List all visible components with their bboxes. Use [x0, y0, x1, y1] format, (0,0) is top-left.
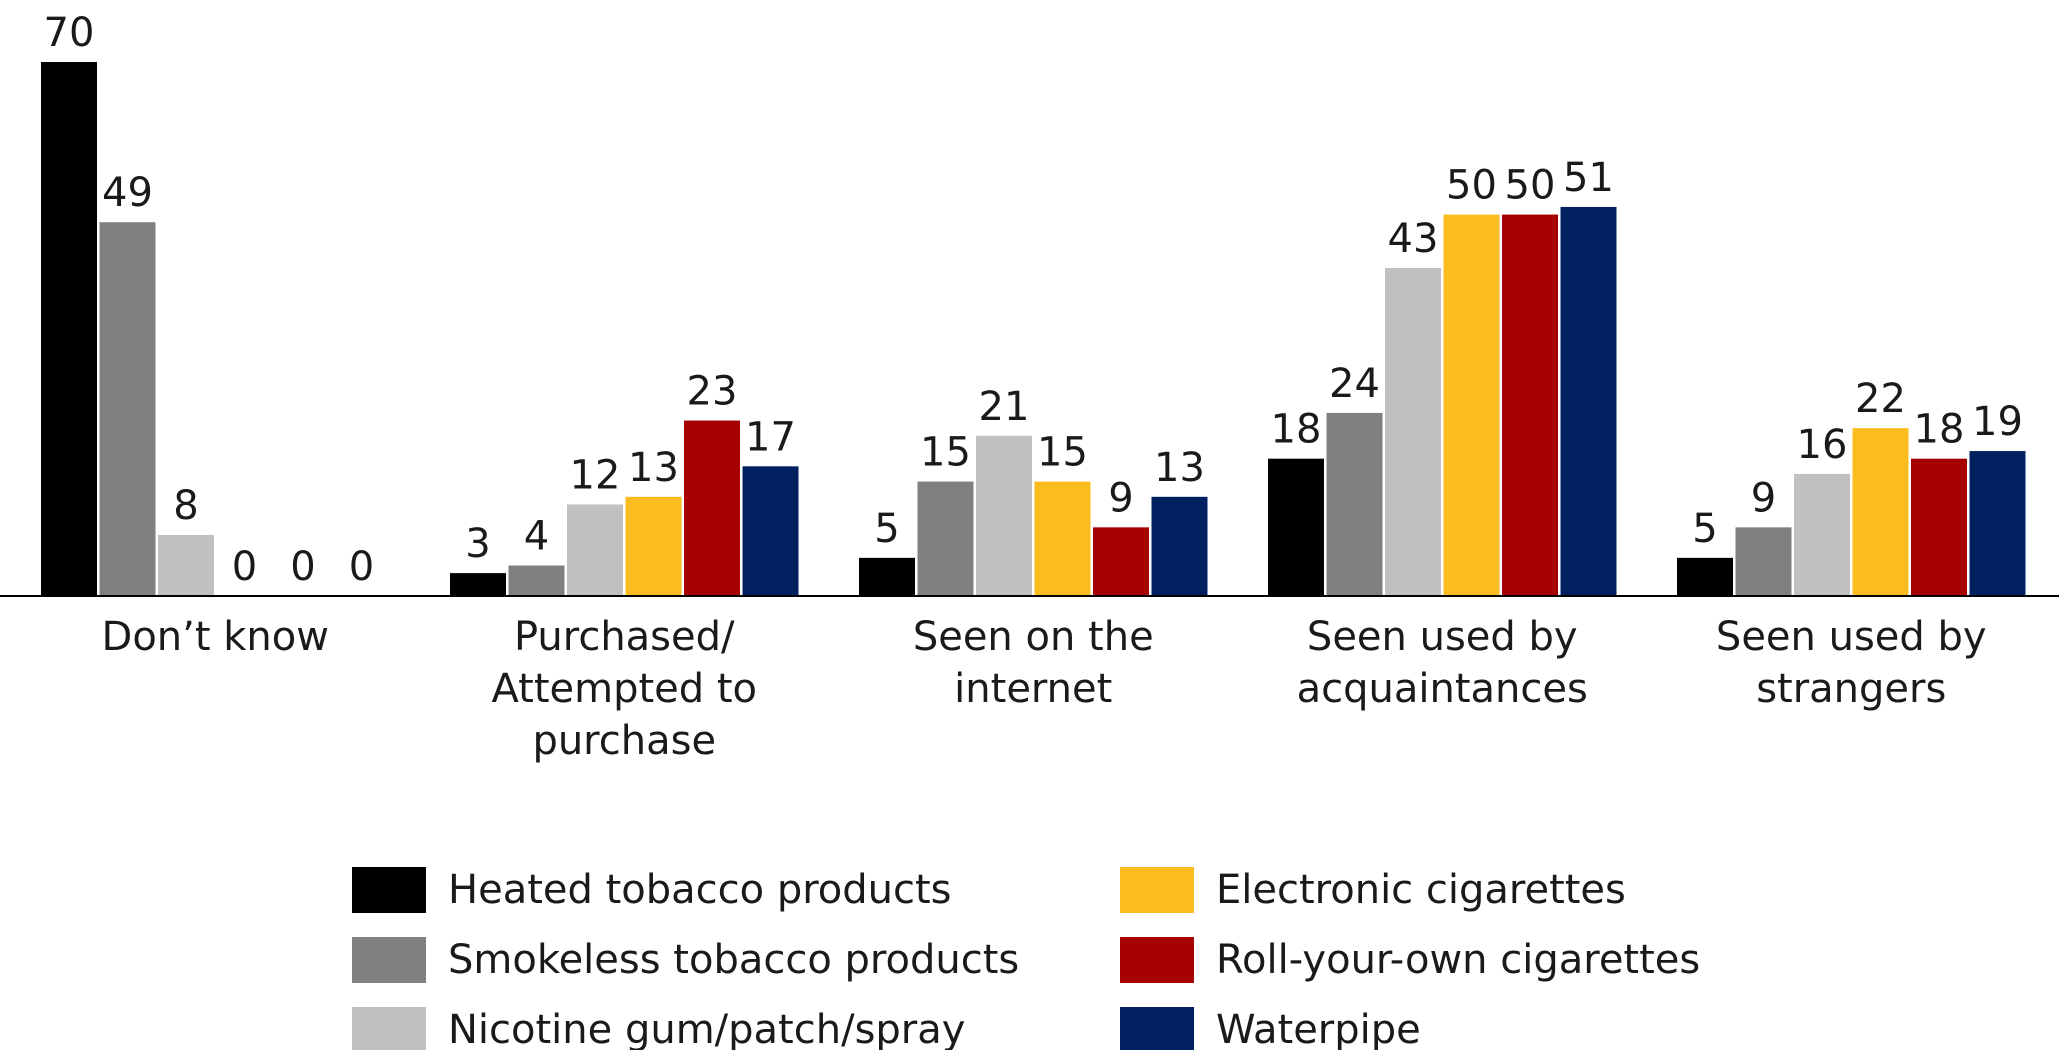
data-label: 5 [874, 506, 899, 552]
data-labels-layer: 70 3 5 18 5 49 4 15 24 9 8 12 21 43 16 0 13 15 50 22 0 23 9 50 1… [44, 10, 2023, 590]
bar [625, 496, 682, 596]
data-label: 18 [1914, 407, 1965, 453]
data-label: 49 [102, 170, 153, 216]
legend-item: Nicotine gum/patch/spray [352, 1007, 965, 1050]
data-label: 0 [232, 544, 257, 590]
data-label: 0 [349, 544, 374, 590]
category-label: Don’t know [102, 614, 329, 660]
category-label: Seen used by strangers [1716, 614, 1987, 712]
bar [41, 62, 97, 596]
data-label: 9 [1108, 475, 1133, 521]
bar [450, 573, 506, 596]
data-label: 18 [1271, 407, 1322, 453]
bar [1560, 206, 1617, 596]
legend-label: Heated tobacco products [448, 867, 952, 913]
bar [1151, 496, 1208, 596]
data-label: 51 [1563, 155, 1614, 201]
legend-label: Electronic cigarettes [1216, 867, 1626, 913]
data-label: 43 [1388, 216, 1439, 262]
data-label: 50 [1446, 163, 1497, 209]
bar [1268, 458, 1324, 596]
data-label: 8 [173, 483, 198, 529]
data-label: 50 [1505, 163, 1556, 209]
bar [567, 504, 623, 596]
bar [1326, 412, 1383, 596]
legend-item: Heated tobacco products [352, 867, 952, 913]
bar [976, 435, 1032, 596]
bar [1093, 527, 1149, 596]
bar [508, 565, 565, 596]
data-label: 4 [524, 513, 549, 559]
bar [99, 222, 156, 596]
legend-swatch [352, 867, 426, 913]
category-labels-layer: Don’t know Purchased/Attempted to purchase… [102, 614, 1987, 764]
bar [917, 481, 974, 596]
data-label: 16 [1797, 422, 1848, 468]
bar [1735, 527, 1792, 596]
legend-item: Waterpipe [1120, 1007, 1421, 1050]
legend-swatch [352, 937, 426, 983]
legend-swatch [1120, 1007, 1194, 1050]
data-label: 19 [1972, 399, 2023, 445]
legend-item: Electronic cigarettes [1120, 867, 1626, 913]
legend-swatch [1120, 867, 1194, 913]
data-label: 22 [1855, 376, 1906, 422]
data-label: 70 [44, 10, 95, 56]
bars-layer [41, 62, 2026, 597]
bar [1852, 428, 1909, 596]
data-label: 15 [1037, 430, 1088, 476]
data-label: 12 [570, 452, 621, 498]
legend: Heated tobacco products Smokeless tobacco… [352, 867, 1700, 1050]
legend-item: Roll-your-own cigarettes [1120, 937, 1700, 983]
bar [1385, 267, 1441, 596]
data-label: 15 [920, 430, 971, 476]
data-label: 23 [687, 369, 738, 415]
bar [1911, 458, 1967, 596]
legend-swatch [352, 1007, 426, 1050]
bar [1443, 214, 1500, 597]
data-label: 13 [628, 445, 679, 491]
bar [1969, 451, 2026, 596]
data-label: 13 [1154, 445, 1205, 491]
bar [684, 420, 740, 596]
legend-label: Roll-your-own cigarettes [1216, 937, 1700, 983]
data-label: 0 [290, 544, 315, 590]
legend-item: Smokeless tobacco products [352, 937, 1019, 983]
category-label: Purchased/Attempted to purchase [491, 614, 757, 764]
bar [1034, 481, 1091, 596]
category-label: Seen on the internet [913, 614, 1154, 712]
bar [158, 534, 214, 596]
legend-swatch [1120, 937, 1194, 983]
data-label: 3 [465, 521, 490, 567]
data-label: 21 [979, 384, 1030, 430]
data-label: 5 [1692, 506, 1717, 552]
bar [1794, 473, 1850, 596]
category-label: Seen used by acquaintances [1297, 614, 1588, 712]
data-label: 17 [745, 414, 796, 460]
data-label: 24 [1329, 361, 1380, 407]
bar [1677, 557, 1733, 596]
legend-label: Smokeless tobacco products [448, 937, 1019, 983]
bar [1502, 214, 1558, 597]
data-label: 9 [1751, 475, 1776, 521]
bar [742, 466, 799, 596]
legend-label: Waterpipe [1216, 1007, 1421, 1050]
legend-label: Nicotine gum/patch/spray [448, 1007, 965, 1050]
bar [859, 557, 915, 596]
